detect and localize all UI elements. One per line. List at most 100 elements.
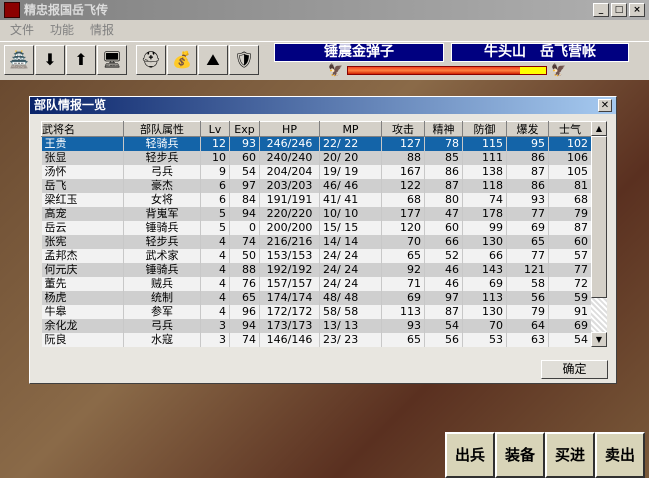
cell: 58 <box>506 277 549 291</box>
column-header[interactable]: 防御 <box>462 121 507 137</box>
unit-info-dialog: 部队情报一览 ✕ 武将名 部队属性 Lv Exp HP MP 攻击 精神 防御 爆发 士气 王贵 轻骑… <box>29 96 617 384</box>
dialog-close-button[interactable]: ✕ <box>598 99 612 112</box>
sell-button[interactable]: 卖出 <box>595 432 645 478</box>
cell: 46/ 46 <box>319 179 382 193</box>
cell: 240/240 <box>259 151 320 165</box>
cell: 24/ 24 <box>319 249 382 263</box>
computer-icon[interactable]: 🖥 <box>97 45 127 75</box>
cell: 174/174 <box>259 291 320 305</box>
cell: 70 <box>381 235 425 249</box>
table-row[interactable]: 汤怀 弓兵 9 54 204/204 19/ 19 167 86 138 87 105 <box>41 165 592 179</box>
column-header[interactable]: 攻击 <box>381 121 425 137</box>
buy-button[interactable]: 买进 <box>545 432 595 478</box>
cell: 64 <box>506 319 549 333</box>
cell: 69 <box>381 291 425 305</box>
cell: 69 <box>506 221 549 235</box>
column-header[interactable]: HP <box>259 121 320 137</box>
app-icon <box>4 2 20 18</box>
cell: 204/204 <box>259 165 320 179</box>
cell: 68 <box>381 193 425 207</box>
table-row[interactable]: 牛皋 参军 4 96 172/172 58/ 58 113 87 130 79 91 <box>41 305 592 319</box>
scroll-up-icon[interactable]: ⬆ <box>66 45 96 75</box>
column-header[interactable]: 部队属性 <box>123 121 201 137</box>
cell: 52 <box>424 249 463 263</box>
cell: 102 <box>548 136 592 151</box>
cell: 54 <box>424 319 463 333</box>
cell: 111 <box>462 151 507 165</box>
cell: 12 <box>200 136 230 151</box>
cell: 65 <box>506 235 549 249</box>
scroll-down-icon[interactable]: ⬇ <box>35 45 65 75</box>
money-bag-icon[interactable]: 💰 <box>167 45 197 75</box>
cell: 113 <box>462 291 507 305</box>
castle-icon[interactable]: 🏯 <box>4 45 34 75</box>
cell: 3 <box>200 319 230 333</box>
cell: 66 <box>424 235 463 249</box>
cell: 14/ 14 <box>319 235 382 249</box>
cell: 6 <box>200 179 230 193</box>
column-header[interactable]: 爆发 <box>506 121 549 137</box>
scroll-up-button[interactable]: ▲ <box>591 121 607 136</box>
cell: 57 <box>548 249 592 263</box>
table-row[interactable]: 岳飞 豪杰 6 97 203/203 46/ 46 122 87 118 86 81 <box>41 179 592 193</box>
cell: 79 <box>506 305 549 319</box>
menu-function[interactable]: 功能 <box>50 23 75 37</box>
helmet-icon[interactable]: ⛑ <box>136 45 166 75</box>
cell: 弓兵 <box>123 319 201 333</box>
column-header[interactable]: 精神 <box>424 121 463 137</box>
cell: 81 <box>548 179 592 193</box>
deploy-button[interactable]: 出兵 <box>445 432 495 478</box>
table-row[interactable]: 梁红玉 女将 6 84 191/191 41/ 41 68 80 74 93 68 <box>41 193 592 207</box>
cell: 统制 <box>123 291 201 305</box>
column-header[interactable]: Lv <box>200 121 230 137</box>
cell: 91 <box>548 305 592 319</box>
cell: 200/200 <box>259 221 320 235</box>
column-header[interactable]: 士气 <box>548 121 592 137</box>
cell: 岳飞 <box>41 179 124 193</box>
cell: 4 <box>200 235 230 249</box>
table-row[interactable]: 岳云 锤骑兵 5 0 200/200 15/ 15 120 60 99 69 87 <box>41 221 592 235</box>
maximize-button[interactable]: □ <box>611 3 627 17</box>
cell: 65 <box>229 291 260 305</box>
table-row[interactable]: 余化龙 弓兵 3 94 173/173 13/ 13 93 54 70 64 69 <box>41 319 592 333</box>
cell: 69 <box>462 277 507 291</box>
ok-button[interactable]: 确定 <box>541 360 608 379</box>
cell: 118 <box>462 179 507 193</box>
cell: 216/216 <box>259 235 320 249</box>
table-row[interactable]: 阮良 水寇 3 74 146/146 23/ 23 65 56 53 63 54 <box>41 333 592 347</box>
scroll-down-button[interactable]: ▼ <box>591 332 607 347</box>
cell: 105 <box>548 165 592 179</box>
column-header[interactable]: MP <box>319 121 382 137</box>
column-header[interactable]: 武将名 <box>41 121 124 137</box>
table-row[interactable]: 张宪 轻步兵 4 74 216/216 14/ 14 70 66 130 65 60 <box>41 235 592 249</box>
table-row[interactable]: 杨虎 统制 4 65 174/174 48/ 48 69 97 113 56 59 <box>41 291 592 305</box>
mountain-icon[interactable]: ⛰ <box>198 45 228 75</box>
cell: 23/ 23 <box>319 333 382 347</box>
cell: 水寇 <box>123 333 201 347</box>
cell: 9 <box>200 165 230 179</box>
table-row[interactable]: 张显 轻步兵 10 60 240/240 20/ 20 88 85 111 86 106 <box>41 151 592 165</box>
menu-intel[interactable]: 情报 <box>90 23 115 37</box>
equip-button[interactable]: 装备 <box>495 432 545 478</box>
cell: 138 <box>462 165 507 179</box>
table-scrollbar[interactable]: ▲ ▼ <box>591 121 607 347</box>
table-row[interactable]: 王贵 轻骑兵 12 93 246/246 22/ 22 127 78 115 95 102 <box>41 136 592 151</box>
menu-file[interactable]: 文件 <box>10 23 35 37</box>
cell: 246/246 <box>259 136 320 151</box>
table-row[interactable]: 高宠 背嵬军 5 94 220/220 10/ 10 177 47 178 77 79 <box>41 207 592 221</box>
toolbar: 🏯 ⬇ ⬆ 🖥 ⛑ 💰 ⛰ 🛡 <box>0 41 649 79</box>
cell: 47 <box>424 207 463 221</box>
scroll-thumb[interactable] <box>591 136 607 298</box>
cell: 96 <box>229 305 260 319</box>
minimize-button[interactable]: _ <box>593 3 609 17</box>
menu-bar: 文件 功能 情报 <box>0 20 649 40</box>
cell: 张显 <box>41 151 124 165</box>
cell: 86 <box>424 165 463 179</box>
table-row[interactable]: 孟邦杰 武术家 4 50 153/153 24/ 24 65 52 66 77 57 <box>41 249 592 263</box>
cell: 146/146 <box>259 333 320 347</box>
table-row[interactable]: 何元庆 锤骑兵 4 88 192/192 24/ 24 92 46 143 121 77 <box>41 263 592 277</box>
armor-icon[interactable]: 🛡 <box>229 45 259 75</box>
close-button[interactable]: × <box>629 3 645 17</box>
column-header[interactable]: Exp <box>229 121 260 137</box>
table-row[interactable]: 董先 贼兵 4 76 157/157 24/ 24 71 46 69 58 72 <box>41 277 592 291</box>
